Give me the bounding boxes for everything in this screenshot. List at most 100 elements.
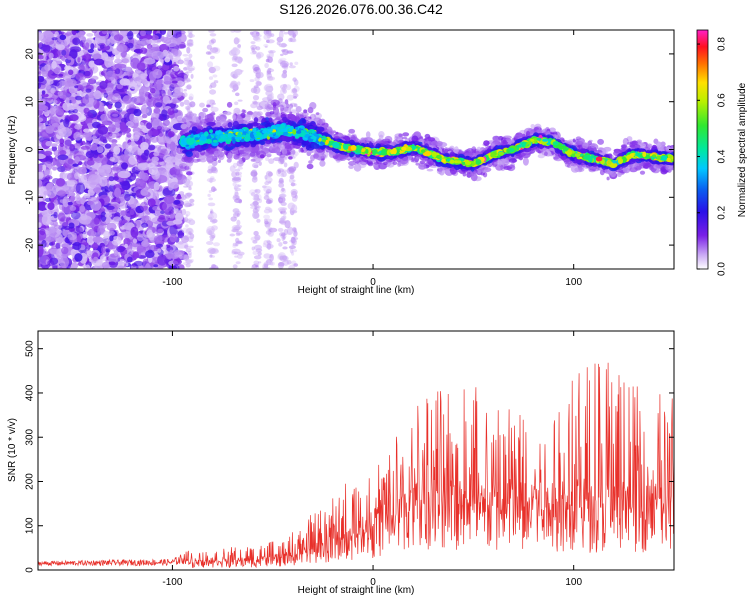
spectrogram-cell (237, 38, 241, 43)
spectrogram-cell (59, 256, 69, 269)
spectrogram-cell (45, 175, 53, 180)
spectrogram-cell (287, 202, 295, 210)
spectrogram-cell (250, 41, 256, 45)
spectrogram-cell (86, 230, 91, 236)
spectrogram-cell (85, 42, 90, 49)
spectrogram-cell (256, 218, 261, 223)
spectrogram-cell (132, 39, 141, 45)
spectrogram-cell (87, 200, 94, 206)
spectrogram-cell (231, 49, 238, 53)
spectrogram-cell (46, 109, 51, 114)
spectrogram-cell (53, 224, 63, 229)
spectrogram-cell (131, 192, 137, 197)
spectrogram-cell (280, 232, 286, 237)
spectrogram-cell (140, 188, 149, 196)
spectrogram-cell (108, 124, 116, 133)
spectrogram-cell (130, 226, 139, 238)
spectrogram-cell (167, 256, 172, 260)
spectrogram-cell (51, 145, 57, 152)
spectrogram-cell (267, 171, 274, 177)
spectrogram-cell (109, 156, 115, 162)
spectrogram-cell (288, 65, 296, 69)
spectrogram-cell (258, 161, 262, 167)
spectrogram-cell (58, 73, 64, 77)
spectrogram-cell (64, 139, 72, 146)
spectrogram-cell (292, 239, 297, 246)
spectrogram-cell (85, 88, 92, 93)
spectrogram-cell (63, 78, 74, 88)
spectrogram-cell (266, 239, 271, 244)
spectrogram-cell (213, 80, 219, 84)
spectrogram-cell (38, 183, 43, 188)
spectrogram-cell (189, 198, 195, 203)
spectrogram-cell (78, 64, 85, 72)
spectrogram-cell (209, 55, 215, 60)
spectrogram-cell (157, 254, 168, 266)
spectrogram-cell (38, 153, 46, 159)
spectrogram-cell (235, 224, 243, 229)
spectrogram-cell (42, 54, 47, 61)
spectrogram-cell (229, 82, 238, 89)
spectrogram-cell (140, 38, 150, 46)
spectrogram-cell (115, 68, 121, 75)
spectrogram-cell (209, 254, 213, 258)
spectrogram-cell (277, 169, 282, 175)
spectrogram-cell (166, 30, 173, 38)
spectrogram-cell (57, 190, 66, 197)
spectrogram-cell (149, 87, 156, 94)
spectrogram-cell (38, 71, 42, 76)
spectrogram-cell (188, 53, 193, 59)
spectrogram-cell (266, 68, 275, 73)
spectrogram-cell (82, 36, 87, 43)
spectrogram-cell (164, 75, 171, 85)
spectrogram-cell (50, 241, 56, 246)
spectrogram-cell (597, 138, 604, 145)
spectrogram-cell (99, 44, 105, 49)
spectrogram-cell (249, 79, 255, 83)
spectrogram-cell (116, 44, 128, 53)
spectrogram-cell (72, 163, 79, 167)
spectrogram-cell (182, 67, 188, 71)
spectrogram-cell (94, 93, 104, 99)
spectrogram-cell (232, 208, 240, 214)
spectrogram-cell (231, 250, 237, 255)
spectrogram-cell (294, 61, 299, 65)
spectrogram-cell (251, 176, 258, 183)
spectrogram-cell (98, 154, 104, 158)
spectrogram-cell (280, 216, 286, 221)
spectrogram-cell (169, 233, 177, 243)
spectrogram-cell (256, 81, 262, 86)
spectrogram-cell (109, 235, 114, 242)
spectrogram-cell (392, 161, 398, 166)
spectrogram-cell (77, 31, 85, 37)
spectrogram-cell (40, 66, 48, 75)
spectrogram-cell (42, 44, 51, 53)
spectrogram-cell (283, 162, 288, 168)
spectrogram-cell (256, 52, 262, 60)
spectrogram-cell (234, 56, 243, 63)
spectrogram-cell (253, 163, 258, 168)
spectrogram-cell (250, 236, 260, 242)
spectrogram-cell (234, 70, 240, 78)
spectrogram-cell (186, 42, 194, 47)
spectrogram-cell (90, 219, 95, 228)
spectrogram-cell (265, 225, 271, 229)
spectrogram-cell (250, 51, 257, 55)
spectrogram-cell (127, 256, 133, 263)
spectrogram-cell (55, 108, 64, 116)
spectrogram-cell (101, 246, 106, 254)
spectrogram-cell (141, 79, 148, 85)
spectrogram-cell (288, 177, 294, 183)
spectrogram-cell (113, 93, 120, 97)
spectrogram-cell (128, 156, 138, 165)
spectrogram-cell (209, 237, 214, 242)
spectrogram-cell (133, 108, 142, 117)
spectrogram-cell (129, 197, 137, 208)
spectrogram-cell (106, 205, 115, 210)
spectrogram-cell (267, 76, 276, 81)
spectrogram-cell (151, 170, 160, 180)
spectrogram-cell (175, 31, 182, 38)
spectrogram-cell (233, 185, 238, 190)
spectrogram-cell (92, 49, 103, 61)
spectrogram-cell (280, 188, 287, 194)
